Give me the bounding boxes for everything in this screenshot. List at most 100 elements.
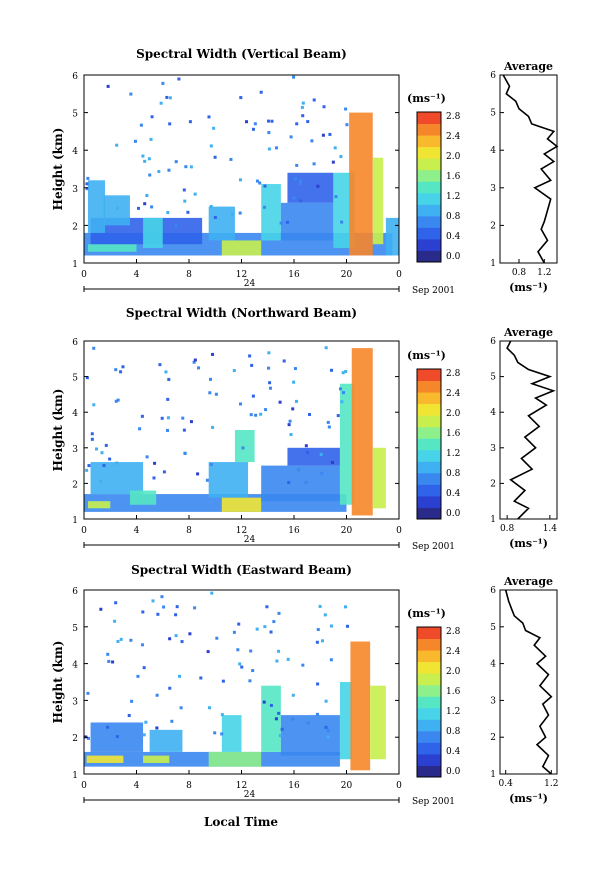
heatmap-speckle [85, 187, 89, 191]
heatmap-speckle [168, 637, 172, 641]
heatmap-speckle [312, 162, 316, 166]
heatmap-speckle [251, 669, 255, 673]
y-tick-label: 3 [72, 445, 78, 455]
y-tick-label: 3 [72, 185, 78, 195]
heatmap-speckle [179, 706, 183, 710]
heatmap-speckle [162, 605, 166, 609]
heatmap-cell [208, 206, 235, 241]
heatmap-speckle [343, 605, 347, 609]
heatmap-speckle [106, 652, 110, 656]
heatmap-speckle [149, 137, 153, 141]
colorbar-tick-label: 2.8 [446, 627, 461, 637]
heatmap-speckle [168, 122, 172, 126]
heatmap-speckle [166, 211, 170, 215]
colorbar-tick-label: 2.0 [446, 409, 461, 419]
y-tick-label: 1 [72, 260, 78, 270]
heatmap-speckle [333, 146, 337, 150]
heatmap-cell [280, 715, 340, 756]
colorbar-label: (ms⁻¹) [407, 92, 446, 105]
heatmap-speckle [289, 135, 293, 139]
heatmap-speckle [119, 370, 123, 374]
heatmap-speckle [209, 204, 213, 208]
y-tick-label: 3 [72, 697, 78, 707]
heatmap-speckle [341, 391, 345, 395]
heatmap-speckle [327, 425, 331, 429]
heatmap-speckle [306, 721, 310, 725]
heatmap-speckle [208, 706, 212, 710]
heatmap-speckle [277, 649, 281, 653]
heatmap-speckle [211, 425, 215, 429]
colorbar-segment [417, 392, 441, 405]
heatmap-speckle [164, 370, 168, 374]
heatmap-speckle [106, 84, 110, 88]
heatmap-cell [87, 244, 137, 252]
heatmap-speckle [155, 693, 159, 697]
heatmap-speckle [114, 368, 118, 372]
heatmap-speckle [115, 735, 119, 739]
heatmap-speckle [174, 613, 178, 617]
colorbar-tick-label: 1.2 [446, 449, 460, 459]
heatmap-speckle [259, 412, 263, 416]
heatmap-speckle [279, 221, 283, 225]
y-tick-label: 1 [72, 771, 78, 781]
heatmap-speckle [139, 123, 143, 127]
heatmap-speckle [277, 711, 281, 715]
heatmap-speckle [268, 386, 272, 390]
colorbar-frame [416, 368, 442, 520]
colorbar-segment [417, 192, 441, 205]
colorbar-tick-label: 2.4 [446, 132, 461, 142]
heatmap-speckle [104, 443, 108, 447]
heatmap-speckle [167, 377, 171, 381]
heatmap-speckle [130, 699, 134, 703]
heatmap-speckle [92, 346, 96, 350]
heatmap-speckle [328, 132, 332, 136]
heatmap-speckle [108, 457, 112, 461]
heatmap-speckle [197, 366, 201, 370]
colorbar-segment [417, 227, 441, 240]
heatmap-speckle [344, 370, 348, 374]
average-y-tick-label: 4 [490, 146, 496, 156]
heatmap-cell [86, 755, 124, 763]
heatmap-speckle [250, 363, 254, 367]
average-y-tick-label: 6 [490, 586, 496, 596]
heatmap-speckle [287, 481, 291, 485]
heatmap-speckle [293, 367, 297, 371]
colorbar-segment [417, 730, 441, 743]
x-tick-label: 12 [236, 526, 247, 536]
average-title: Average [503, 575, 553, 588]
heatmap-speckle [253, 122, 257, 126]
x-tick-label: 16 [288, 781, 300, 791]
heatmap-speckle [336, 414, 340, 418]
heatmap-speckle [142, 666, 146, 670]
heatmap-speckle [270, 119, 274, 123]
heatmap-cell [280, 202, 334, 241]
heatmap-speckle [298, 179, 302, 183]
x-tick-label: 20 [341, 781, 353, 791]
heatmap-speckle [121, 365, 125, 369]
panel-title: Spectral Width (Northward Beam) [126, 306, 357, 320]
colorbar-tick-label: 2.0 [446, 667, 461, 677]
heatmap-speckle [144, 720, 148, 724]
heatmap-speckle [220, 732, 224, 736]
heatmap-speckle [300, 105, 304, 109]
heatmap-speckle [155, 726, 159, 730]
heatmap-speckle [209, 144, 213, 148]
colorbar-tick-label: 0.8 [446, 727, 461, 737]
heatmap-speckle [264, 408, 268, 412]
colorbar-tick-label: 2.0 [446, 152, 461, 162]
y-tick-label: 4 [72, 147, 78, 157]
heatmap-speckle [94, 447, 98, 451]
heatmap-speckle [119, 637, 123, 641]
heatmap-speckle [301, 101, 305, 105]
average-x-tick-label: 1.4 [543, 524, 558, 534]
heatmap-speckle [166, 397, 170, 401]
average-profile-line [504, 589, 553, 775]
heatmap-speckle [306, 451, 310, 455]
colorbar-segment [417, 661, 441, 674]
heatmap-speckle [329, 368, 333, 372]
x-tick-label: 4 [134, 781, 140, 791]
heatmap-speckle [165, 95, 169, 99]
heatmap-speckle [159, 101, 163, 105]
colorbar-tick-label: 0.0 [446, 767, 461, 777]
heatmap-speckle [142, 733, 146, 737]
